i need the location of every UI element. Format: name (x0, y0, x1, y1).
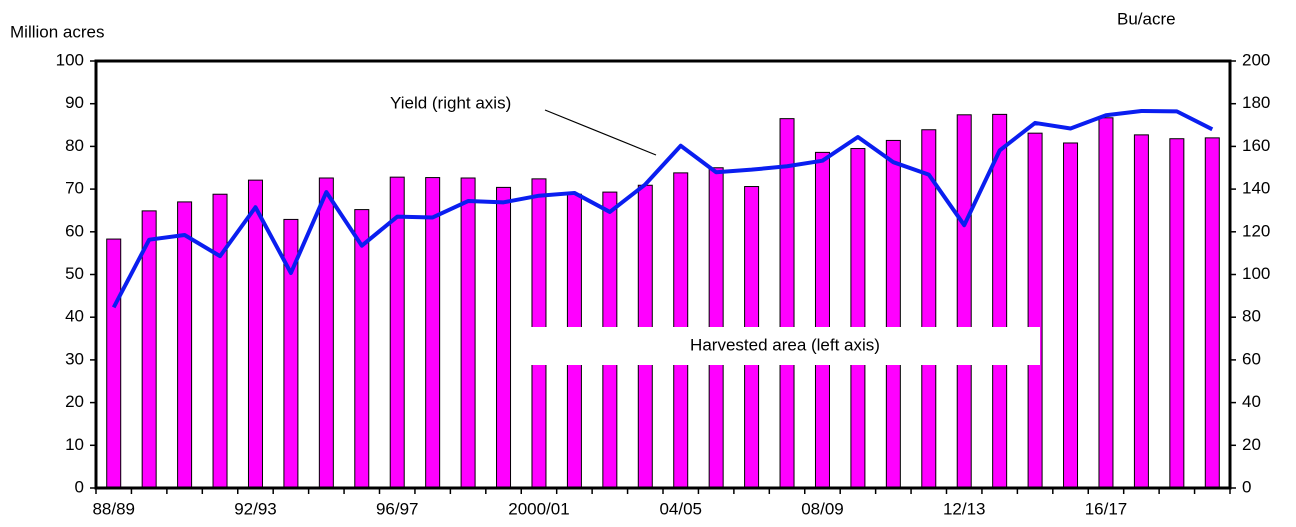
y2-tick-label: 200 (1242, 50, 1270, 69)
annotation-box (530, 327, 1040, 365)
y2-tick-label: 0 (1242, 477, 1251, 496)
x-tick-label: 2000/01 (508, 499, 569, 518)
bar (106, 238, 122, 489)
bar (177, 201, 193, 489)
bar (496, 186, 512, 489)
y2-tick-label: 120 (1242, 221, 1270, 240)
line-annotation: Yield (right axis) (390, 93, 511, 112)
bar (318, 177, 334, 489)
bar (956, 114, 972, 489)
y-tick-label: 60 (65, 221, 84, 240)
y-tick-label: 80 (65, 136, 84, 155)
y-tick-label: 40 (65, 307, 84, 326)
x-tick-label: 08/09 (801, 499, 844, 518)
bar (885, 139, 901, 489)
x-tick-label: 04/05 (659, 499, 702, 518)
x-tick-label: 12/13 (943, 499, 986, 518)
annotation-arrow (544, 109, 657, 156)
bar (389, 176, 405, 489)
y2-tick-label: 100 (1242, 264, 1270, 283)
y-tick-label: 10 (65, 435, 84, 454)
plot-frame (94, 59, 1232, 490)
y-axis-label: Million acres (10, 22, 104, 41)
bar (779, 118, 795, 489)
bar (1063, 142, 1079, 489)
y-tick-label: 0 (75, 477, 84, 496)
y2-tick-label: 40 (1242, 392, 1261, 411)
bar (1098, 117, 1114, 489)
bar-annotation: Harvested area (left axis) (690, 335, 880, 354)
y2-tick-label: 20 (1242, 435, 1261, 454)
y2-tick-label: 60 (1242, 349, 1261, 368)
bar (1204, 137, 1220, 489)
bar (354, 209, 370, 489)
bar (460, 177, 476, 489)
y-tick-label: 100 (56, 50, 84, 69)
y2-tick-label: 180 (1242, 93, 1270, 112)
bar (1027, 132, 1043, 489)
y-tick-label: 50 (65, 264, 84, 283)
x-tick-label: 16/17 (1085, 499, 1128, 518)
y2-axis-label: Bu/acre (1117, 9, 1176, 28)
bar (212, 193, 228, 489)
y2-tick-label: 80 (1242, 307, 1261, 326)
bar (850, 148, 866, 489)
y-tick-label: 20 (65, 392, 84, 411)
bar (1169, 138, 1185, 489)
y2-tick-label: 160 (1242, 136, 1270, 155)
y-tick-label: 70 (65, 179, 84, 198)
y2-tick-label: 140 (1242, 179, 1270, 198)
x-tick-label: 88/89 (92, 499, 135, 518)
y-tick-label: 90 (65, 93, 84, 112)
bar (814, 151, 830, 489)
bar (247, 179, 263, 489)
bar (425, 177, 441, 489)
y-tick-label: 30 (65, 349, 84, 368)
bar (1133, 134, 1149, 489)
x-tick-label: 92/93 (234, 499, 277, 518)
bar (992, 113, 1008, 489)
x-tick-label: 96/97 (376, 499, 419, 518)
yield-line (111, 108, 1214, 309)
